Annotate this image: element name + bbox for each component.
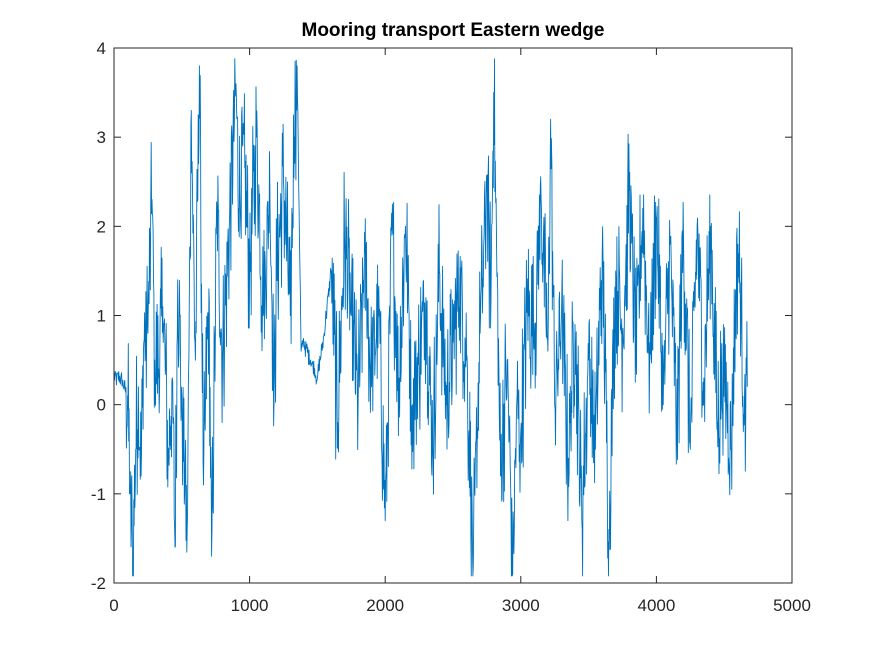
series-line (113, 58, 748, 577)
x-tick-label: 3000 (502, 596, 540, 615)
x-tick-label: 0 (109, 596, 118, 615)
y-tick-label: 1 (97, 307, 106, 326)
chart-title: Mooring transport Eastern wedge (301, 20, 605, 41)
x-tick-label: 1000 (231, 596, 269, 615)
x-tick-label: 4000 (637, 596, 675, 615)
y-tick-label: 3 (97, 128, 106, 147)
x-tick-label: 2000 (366, 596, 404, 615)
y-tick-label: 2 (97, 217, 106, 236)
y-tick-label: -1 (91, 485, 106, 504)
y-tick-label: -2 (91, 574, 106, 593)
x-tick-label: 5000 (773, 596, 811, 615)
y-tick-label: 4 (97, 39, 106, 58)
y-tick-label: 0 (97, 396, 106, 415)
